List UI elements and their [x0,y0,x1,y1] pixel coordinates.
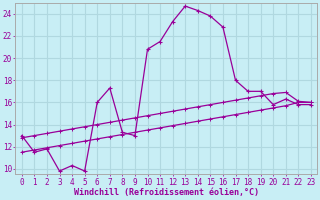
X-axis label: Windchill (Refroidissement éolien,°C): Windchill (Refroidissement éolien,°C) [74,188,259,197]
